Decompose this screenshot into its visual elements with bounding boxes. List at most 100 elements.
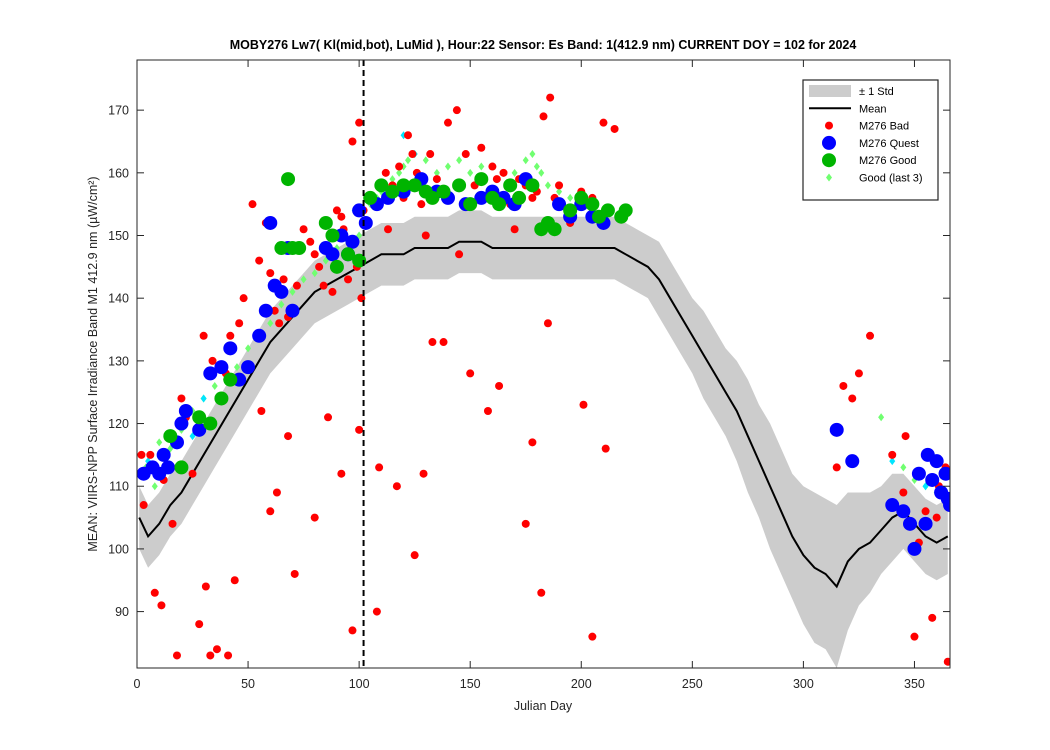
legend-label: Good (last 3) xyxy=(859,173,923,185)
bad-point xyxy=(546,93,555,102)
bad-point xyxy=(488,162,497,171)
chart-title: MOBY276 Lw7( Kl(mid,bot), LuMid ), Hour:… xyxy=(230,38,857,52)
bad-point xyxy=(348,137,357,146)
good-point xyxy=(318,215,333,230)
bad-point xyxy=(537,588,546,597)
good-point xyxy=(281,172,296,187)
bad-point xyxy=(832,463,841,472)
bad-point xyxy=(466,369,475,378)
y-axis-label: MEAN: VIIRS-NPP Surface Irradiance Band … xyxy=(86,176,100,551)
bad-point xyxy=(372,607,381,616)
legend-label: ± 1 Std xyxy=(859,86,894,98)
bad-point xyxy=(235,319,244,328)
legend-dot xyxy=(822,153,836,168)
good-last3-marker xyxy=(151,482,158,491)
good-point xyxy=(503,178,518,193)
bad-point xyxy=(539,112,548,121)
good-point xyxy=(425,190,440,205)
quest-point xyxy=(285,303,300,318)
bad-point xyxy=(337,212,346,221)
good-point xyxy=(341,247,356,262)
bad-point xyxy=(348,626,357,635)
y-tick-label: 160 xyxy=(108,166,129,180)
bad-point xyxy=(177,394,186,403)
quest-point xyxy=(552,197,567,212)
y-tick-label: 110 xyxy=(109,480,129,494)
bad-point xyxy=(290,569,299,578)
bad-point xyxy=(421,231,430,240)
quest-point xyxy=(474,190,489,205)
quest-point xyxy=(345,234,360,249)
quest-point xyxy=(358,215,373,230)
x-tick-label: 300 xyxy=(793,677,814,691)
good-point xyxy=(292,241,307,256)
bad-point xyxy=(270,306,279,315)
legend-label: M276 Quest xyxy=(859,138,919,150)
legend: ± 1 Std Mean M276 Bad M276 Quest M276 Good Go… xyxy=(802,79,939,201)
bad-point xyxy=(521,519,530,528)
good-point xyxy=(463,197,478,212)
good-last3-marker xyxy=(467,168,474,177)
quest-point xyxy=(845,454,860,469)
bad-point xyxy=(266,507,275,516)
bad-point xyxy=(455,250,464,259)
bad-point xyxy=(239,294,248,303)
bad-point xyxy=(226,331,235,340)
bad-point xyxy=(543,319,552,328)
good-point xyxy=(492,197,507,212)
y-tick-label: 90 xyxy=(115,605,129,619)
bad-point xyxy=(355,425,364,434)
good-point xyxy=(600,203,615,218)
x-axis-ticks: 0 50 100 150 200 250 300 350 xyxy=(134,60,925,691)
x-tick-label: 350 xyxy=(904,677,925,691)
bad-point xyxy=(866,331,875,340)
bad-point xyxy=(315,262,324,271)
good-point xyxy=(396,178,411,193)
legend-std-patch xyxy=(809,85,851,97)
good-last3-marker xyxy=(433,168,440,177)
good-last3-marker xyxy=(544,181,551,190)
bad-point xyxy=(439,338,448,347)
bad-point xyxy=(392,482,401,491)
bad-point xyxy=(417,200,426,209)
x-tick-label: 200 xyxy=(571,677,592,691)
good-point xyxy=(223,372,238,387)
bad-point xyxy=(195,620,204,629)
bad-point xyxy=(404,131,412,140)
bad-point xyxy=(266,269,275,278)
good-point xyxy=(512,190,527,205)
bad-point xyxy=(483,407,492,416)
good-point xyxy=(363,190,378,205)
quest-point xyxy=(911,466,926,481)
bad-point xyxy=(146,450,155,459)
quest-point xyxy=(258,303,273,318)
bad-point xyxy=(910,632,919,641)
bad-point xyxy=(928,613,937,622)
good-last3-marker xyxy=(389,175,396,184)
bad-point xyxy=(499,168,508,177)
good-last3-marker xyxy=(456,156,463,165)
bad-point xyxy=(381,168,390,177)
bad-point xyxy=(139,501,148,510)
bad-point xyxy=(428,338,437,347)
bad-point xyxy=(355,118,364,127)
y-tick-label: 150 xyxy=(108,229,129,243)
series-mean xyxy=(138,240,949,589)
good-last3-marker xyxy=(396,168,403,177)
bad-point xyxy=(310,250,319,259)
bad-point xyxy=(310,513,319,522)
bad-point xyxy=(208,356,217,365)
bad-point xyxy=(899,488,908,497)
good-point xyxy=(474,172,489,187)
good-last3-marker xyxy=(478,162,485,171)
quest-point xyxy=(943,498,950,513)
good-point xyxy=(585,197,600,212)
quest-point xyxy=(241,360,256,375)
bad-point xyxy=(601,444,610,453)
good-point xyxy=(174,460,189,475)
good-last3-marker xyxy=(200,394,207,403)
legend-diamond xyxy=(826,173,832,182)
y-tick-label: 130 xyxy=(108,354,129,368)
good-last3-marker xyxy=(211,381,218,390)
